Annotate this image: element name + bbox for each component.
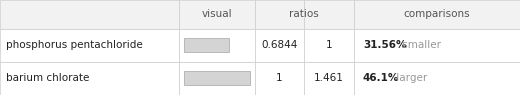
Bar <box>255 62 304 95</box>
Text: 46.1%: 46.1% <box>363 73 399 83</box>
Bar <box>0 28 179 62</box>
Text: comparisons: comparisons <box>404 9 470 19</box>
Bar <box>304 62 354 95</box>
Text: 1: 1 <box>276 73 283 83</box>
Text: 1.461: 1.461 <box>314 73 344 83</box>
Text: 1: 1 <box>326 40 332 50</box>
Bar <box>179 62 255 95</box>
Bar <box>354 0 520 28</box>
Bar <box>179 0 255 28</box>
Bar <box>184 71 250 85</box>
Text: phosphorus pentachloride: phosphorus pentachloride <box>6 40 143 50</box>
Bar <box>184 38 229 52</box>
Bar <box>354 62 520 95</box>
Bar <box>354 28 520 62</box>
Bar <box>255 0 304 28</box>
Text: visual: visual <box>202 9 232 19</box>
Bar <box>0 62 179 95</box>
Bar <box>0 0 179 28</box>
Text: barium chlorate: barium chlorate <box>6 73 89 83</box>
Text: ratios: ratios <box>289 9 319 19</box>
Bar <box>304 0 354 28</box>
Bar <box>304 28 354 62</box>
Text: 0.6844: 0.6844 <box>262 40 297 50</box>
Text: 31.56%: 31.56% <box>363 40 407 50</box>
Text: smaller: smaller <box>399 40 441 50</box>
Bar <box>179 28 255 62</box>
Text: larger: larger <box>393 73 427 83</box>
Bar <box>255 28 304 62</box>
